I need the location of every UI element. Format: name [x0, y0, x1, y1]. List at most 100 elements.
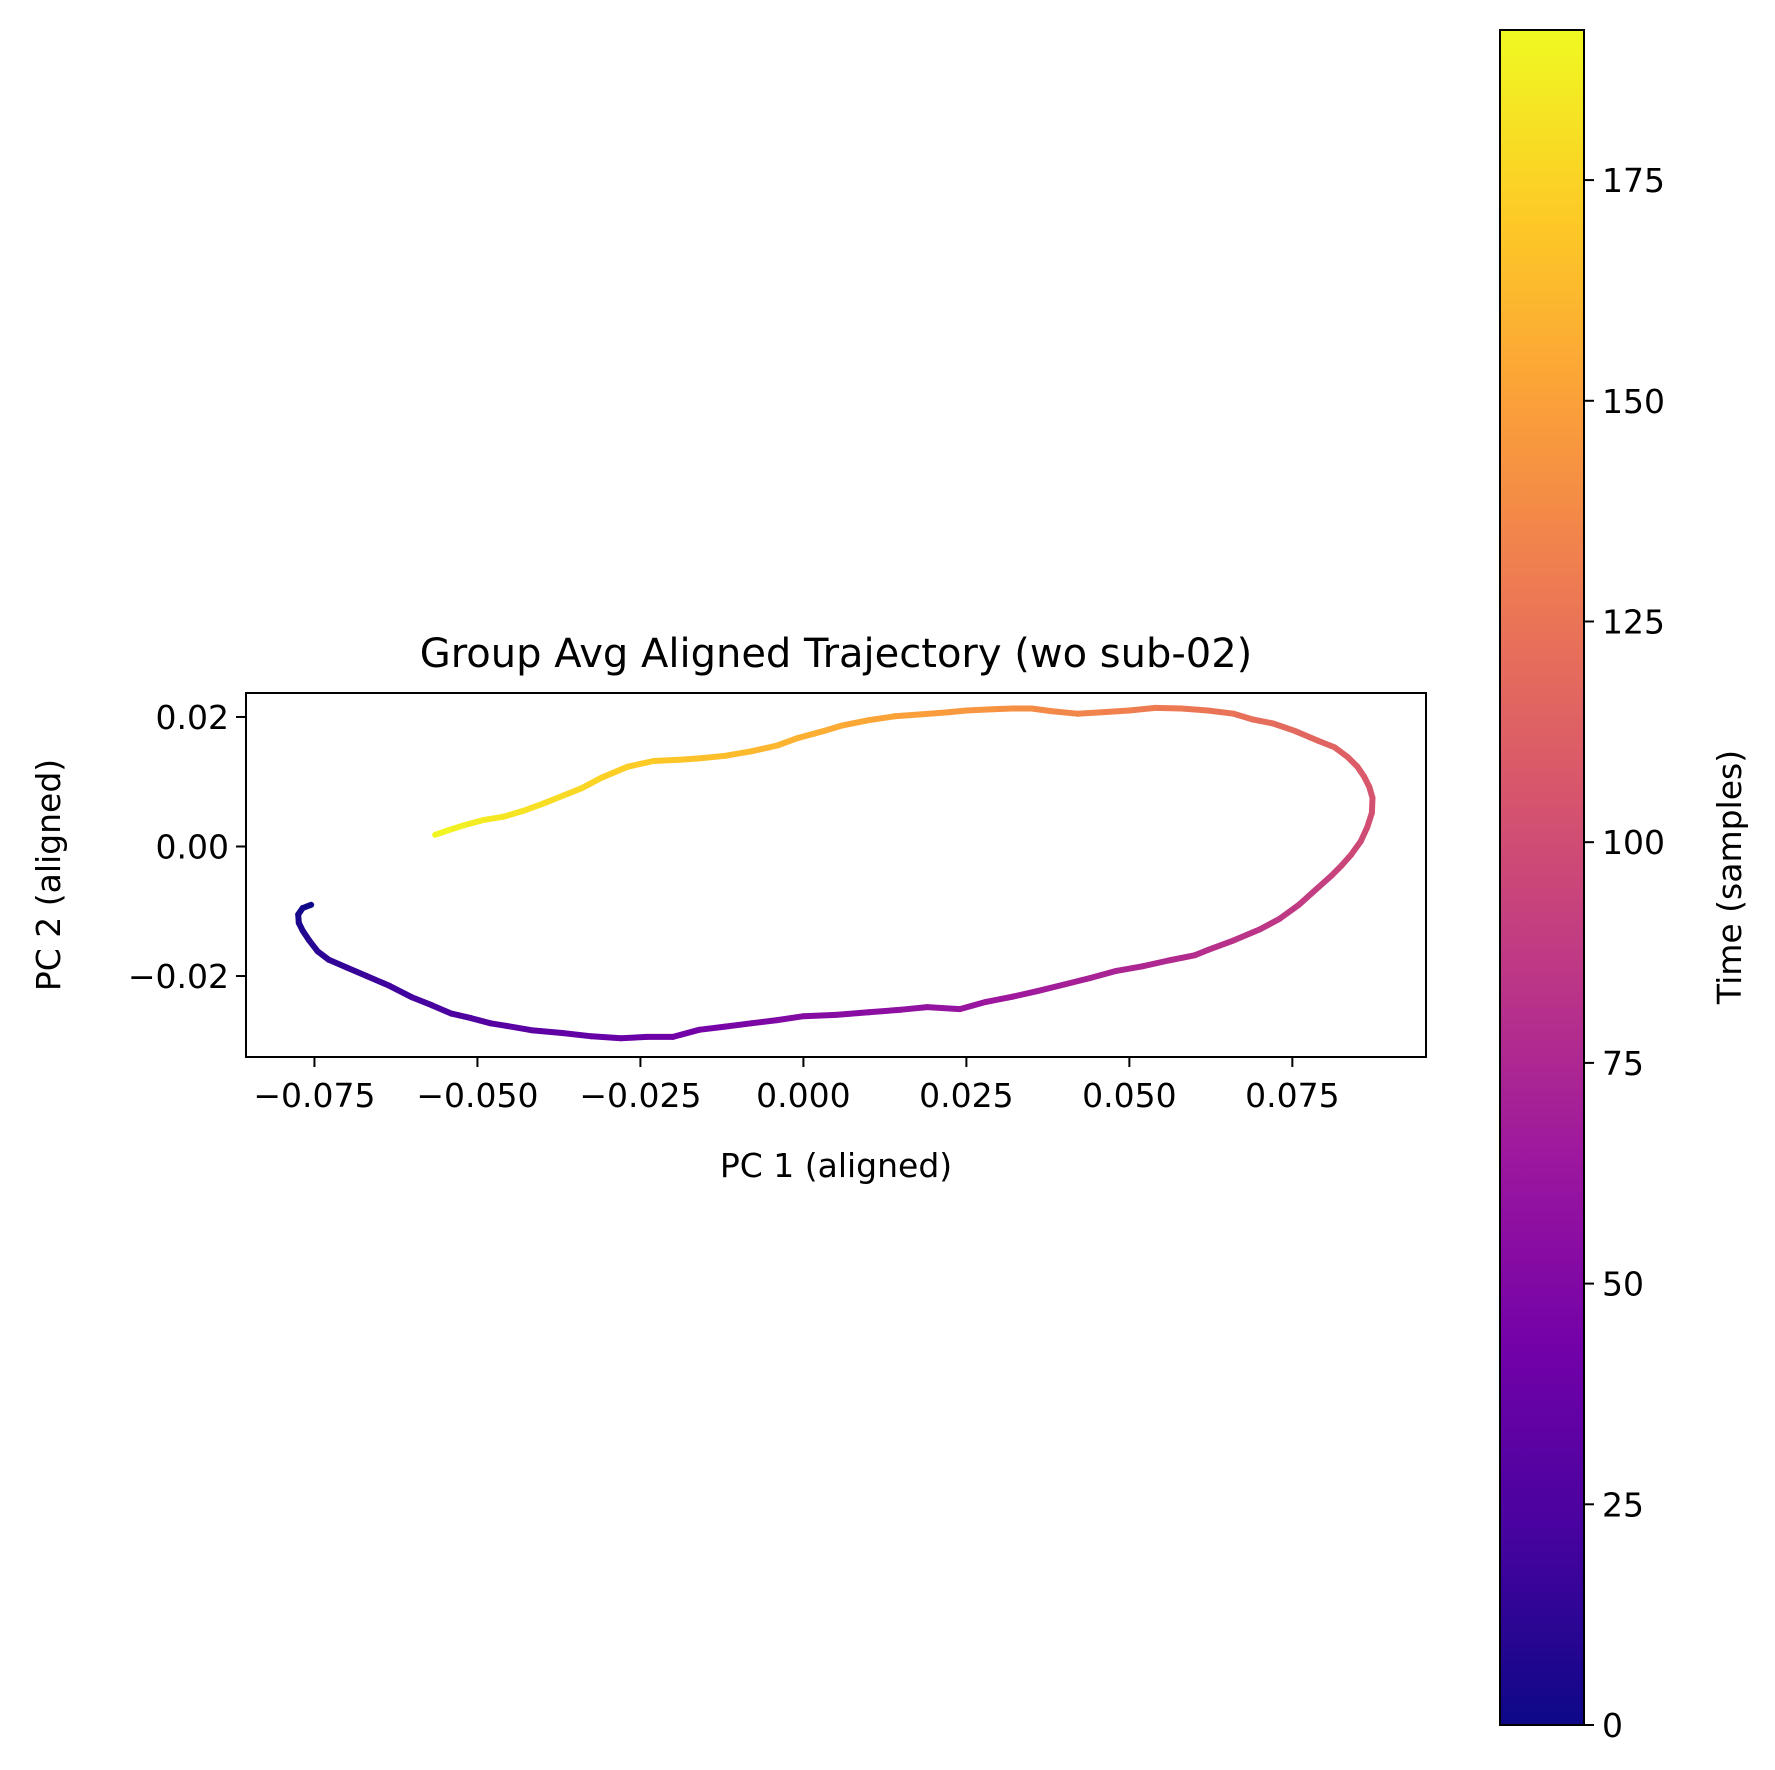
trajectory-line [295, 704, 1376, 1042]
trajectory-segment [943, 707, 970, 716]
trajectory-segment [1035, 981, 1068, 994]
trajectory-segment [503, 1022, 536, 1034]
trajectory-segment [1113, 963, 1146, 974]
trajectory-segment [1295, 884, 1322, 908]
trajectory-segment [467, 1015, 494, 1027]
x-axis-ticks: −0.075 −0.050 −0.025 0.000 0.025 0.050 0.075 [253, 1057, 1340, 1115]
trajectory-segment [793, 728, 826, 742]
colorbar-tick-label: 175 [1602, 161, 1665, 200]
trajectory-segment [722, 1020, 755, 1030]
trajectory-segment [1269, 720, 1299, 735]
trajectory-segment [1256, 916, 1283, 933]
trajectory-segment [1087, 967, 1120, 981]
colorbar-tick-label: 50 [1602, 1265, 1644, 1304]
trajectory-segment [820, 722, 846, 735]
trajectory-segment [748, 742, 781, 755]
trajectory-segment [363, 973, 393, 989]
trajectory-segment [448, 1010, 474, 1022]
trajectory-segment [1230, 710, 1257, 723]
colorbar-tick-label: 75 [1602, 1044, 1644, 1083]
trajectory-segment [529, 1027, 566, 1036]
trajectory-segment [865, 1006, 905, 1016]
x-tick-label: 0.025 [919, 1076, 1013, 1115]
trajectory-segment [1139, 957, 1172, 970]
x-tick-label: −0.050 [416, 1076, 538, 1115]
trajectory-segment [1048, 708, 1081, 717]
colorbar-label: Time (samples) [1710, 750, 1749, 1005]
trajectory-segment [1152, 704, 1185, 712]
trajectory-segment [1028, 705, 1055, 715]
trajectory-segment [1292, 728, 1322, 744]
trajectory-segment [800, 1011, 839, 1020]
plot-area-frame [245, 692, 1427, 1058]
trajectory-segment [520, 800, 546, 814]
trajectory-segment [578, 774, 605, 792]
colorbar-tick-label: 100 [1602, 823, 1665, 862]
y-tick-label: 0.02 [156, 698, 229, 737]
trajectory-segment [432, 827, 452, 838]
trajectory-segment [748, 1017, 781, 1027]
trajectory-segment [650, 756, 683, 764]
trajectory-segment [676, 755, 703, 763]
trajectory-segment [1009, 987, 1042, 1000]
x-tick-label: 0.075 [1245, 1076, 1339, 1115]
trajectory-segment [428, 1002, 455, 1017]
trajectory-segment [1230, 926, 1263, 944]
x-tick-label: 0.000 [756, 1076, 850, 1115]
colorbar-tick-label: 125 [1602, 602, 1665, 641]
x-axis-label: PC 1 (aligned) [720, 1146, 952, 1185]
trajectory-segment [539, 793, 566, 807]
trajectory-segment [774, 735, 800, 749]
trajectory-segment [989, 705, 1015, 713]
trajectory-segment [924, 1004, 963, 1013]
trajectory-segment [500, 807, 527, 820]
y-axis-ticks: −0.02 0.00 0.02 [128, 698, 246, 996]
colorbar-tick-label: 0 [1602, 1706, 1623, 1745]
x-tick-label: −0.075 [253, 1076, 375, 1115]
chart-title: Group Avg Aligned Trajectory (wo sub-02) [420, 631, 1253, 677]
y-tick-label: 0.00 [156, 828, 229, 867]
trajectory-segment [624, 758, 657, 770]
trajectory-segment [617, 1033, 650, 1042]
x-tick-label: 0.050 [1082, 1076, 1176, 1115]
trajectory-segment [1178, 705, 1211, 714]
trajectory-segment [344, 964, 370, 979]
trajectory-segment [670, 1026, 703, 1040]
colorbar [1499, 29, 1585, 1726]
trajectory-segment [481, 813, 507, 823]
trajectory-segment [1276, 901, 1302, 922]
trajectory-segment [982, 993, 1015, 1005]
trajectory-segment [833, 1009, 872, 1018]
trajectory-segment [598, 763, 631, 781]
trajectory-segment [1097, 707, 1133, 716]
trajectory-segment [917, 709, 950, 718]
trajectory-segment [325, 956, 350, 971]
trajectory-segment [865, 713, 898, 724]
trajectory-segment [1074, 709, 1103, 717]
trajectory-segment [1250, 716, 1276, 727]
trajectory-segment [461, 816, 487, 829]
trajectory-segment [774, 1013, 807, 1024]
trajectory-segment [963, 706, 996, 714]
trajectory-segment [956, 998, 989, 1013]
trajectory-segment [409, 994, 435, 1009]
trajectory-segment [559, 785, 585, 799]
trajectory-segment [696, 752, 729, 762]
trajectory-segment [839, 717, 872, 729]
trajectory-segment [1204, 707, 1237, 717]
trajectory-segment [1204, 937, 1237, 954]
trajectory-segment [386, 982, 416, 1001]
colorbar-ticks: 0 25 50 75 100 125 150 175 [1584, 161, 1665, 1745]
trajectory-segment [1165, 952, 1198, 964]
trajectory-segment [696, 1023, 729, 1033]
trajectory-segment [588, 1033, 624, 1042]
trajectory-segment [898, 1004, 931, 1013]
trajectory-segment [1061, 975, 1094, 988]
colorbar-tick-label: 25 [1602, 1485, 1644, 1524]
trajectory-segment [1126, 704, 1159, 714]
trajectory-segment [559, 1030, 595, 1040]
trajectory-segment [722, 748, 755, 759]
x-tick-label: −0.025 [579, 1076, 701, 1115]
trajectory-segment [891, 711, 924, 720]
